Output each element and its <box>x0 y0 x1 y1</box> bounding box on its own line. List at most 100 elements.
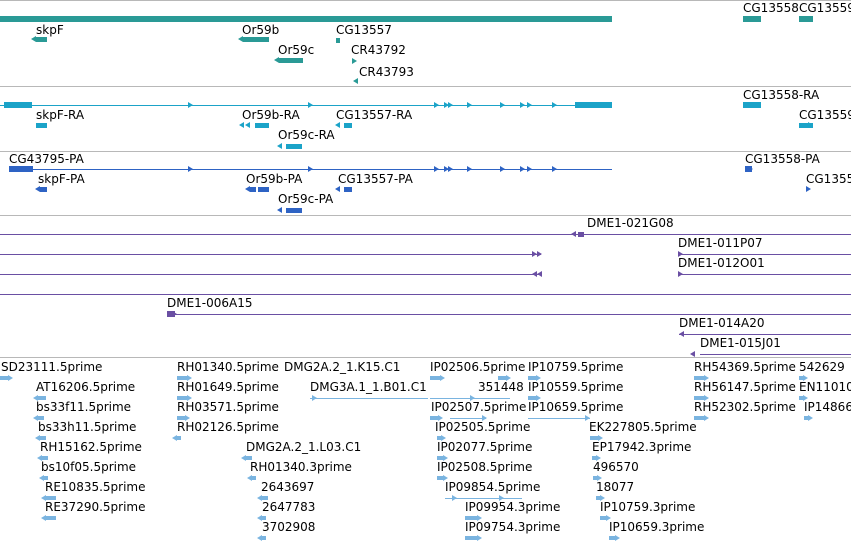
est-label[interactable]: SD23111.5prime <box>1 360 103 374</box>
exon-block[interactable] <box>743 16 761 22</box>
est-block[interactable] <box>177 396 187 400</box>
strand-arrow[interactable] <box>172 311 177 317</box>
strand-arrow[interactable] <box>482 415 487 421</box>
exon-block[interactable] <box>799 123 813 128</box>
strand-arrow[interactable] <box>690 351 695 357</box>
est-arrow[interactable] <box>37 455 42 461</box>
strand-arrow[interactable] <box>274 57 279 63</box>
transcript-label[interactable]: CG13557-RA <box>336 108 413 122</box>
est-block[interactable] <box>246 456 252 460</box>
est-label[interactable]: bs33f11.5prime <box>36 400 132 414</box>
strand-arrow[interactable] <box>245 186 250 192</box>
est-block[interactable] <box>694 376 704 380</box>
est-label[interactable]: RH01340.3prime <box>250 460 352 474</box>
est-block[interactable] <box>44 476 48 480</box>
est-block[interactable] <box>596 496 600 500</box>
gene-span[interactable] <box>0 16 612 22</box>
est-arrow[interactable] <box>615 535 620 541</box>
est-label[interactable]: DMG2A.2_1.L03.C1 <box>246 440 362 454</box>
strand-arrow[interactable] <box>527 102 532 108</box>
bac-clone-label[interactable]: DME1-021G08 <box>587 216 674 230</box>
strand-arrow[interactable] <box>499 495 504 501</box>
exon-block[interactable] <box>9 166 33 172</box>
strand-arrow[interactable] <box>748 166 753 172</box>
est-arrow[interactable] <box>443 475 448 481</box>
gene-label[interactable]: CG13559 <box>799 1 851 15</box>
est-block[interactable] <box>799 376 803 380</box>
strand-arrow[interactable] <box>678 251 683 257</box>
protein-label[interactable]: Or59b-PA <box>246 172 303 186</box>
strand-arrow[interactable] <box>678 271 683 277</box>
bac-clone-label[interactable]: DME1-015J01 <box>700 336 781 350</box>
strand-arrow[interactable] <box>552 166 557 172</box>
protein-label[interactable]: CG43795-PA <box>9 152 84 166</box>
est-block[interactable] <box>590 436 598 440</box>
est-block[interactable] <box>262 516 266 520</box>
est-block[interactable] <box>252 476 256 480</box>
strand-arrow[interactable] <box>756 102 761 108</box>
strand-arrow[interactable] <box>245 122 250 128</box>
exon-block[interactable] <box>799 16 813 22</box>
strand-arrow[interactable] <box>756 16 761 22</box>
est-label[interactable]: IP09854.5prime <box>445 480 541 494</box>
est-arrow[interactable] <box>241 455 246 461</box>
est-arrow[interactable] <box>441 435 446 441</box>
strand-arrow[interactable] <box>520 166 525 172</box>
est-block[interactable] <box>804 416 808 420</box>
est-arrow[interactable] <box>247 475 252 481</box>
est-arrow[interactable] <box>606 515 611 521</box>
strand-arrow[interactable] <box>31 36 36 42</box>
est-block[interactable] <box>593 476 597 480</box>
est-arrow[interactable] <box>600 495 605 501</box>
exon-block[interactable] <box>250 187 256 192</box>
est-label[interactable]: DMG2A.2_1.K15.C1 <box>284 360 401 374</box>
est-block[interactable] <box>465 536 477 540</box>
est-arrow[interactable] <box>536 375 541 381</box>
est-label[interactable]: RH54369.5prime <box>694 360 796 374</box>
gene-label[interactable]: CR43792 <box>351 43 406 57</box>
est-arrow[interactable] <box>808 415 813 421</box>
est-block[interactable] <box>42 456 48 460</box>
transcript-label[interactable]: Or59c-RA <box>278 128 335 142</box>
est-block[interactable] <box>528 376 536 380</box>
strand-arrow[interactable] <box>452 495 457 501</box>
strand-arrow[interactable] <box>808 122 813 128</box>
transcript-label[interactable]: CG13559 <box>799 108 851 122</box>
exon-block[interactable] <box>243 37 269 42</box>
bac-clone-label[interactable]: DME1-006A15 <box>167 296 253 310</box>
est-block[interactable] <box>177 436 181 440</box>
est-arrow[interactable] <box>803 395 808 401</box>
est-arrow[interactable] <box>41 515 46 521</box>
exon-block[interactable] <box>279 58 303 63</box>
est-arrow[interactable] <box>187 395 192 401</box>
protein-label[interactable]: CG1355 <box>806 172 851 186</box>
strand-arrow[interactable] <box>467 166 472 172</box>
est-label[interactable]: IP02077.5prime <box>437 440 533 454</box>
strand-arrow[interactable] <box>571 231 576 237</box>
est-label[interactable]: RH03571.5prime <box>177 400 279 414</box>
strand-arrow[interactable] <box>470 395 475 401</box>
est-label[interactable]: 3702908 <box>262 520 316 534</box>
est-label[interactable]: 2643697 <box>261 480 315 494</box>
strand-arrow[interactable] <box>679 331 684 337</box>
strand-arrow[interactable] <box>277 207 282 213</box>
est-arrow[interactable] <box>41 495 46 501</box>
bac-clone-label[interactable]: DME1-014A20 <box>679 316 765 330</box>
est-arrow[interactable] <box>704 375 709 381</box>
est-label[interactable]: RE37290.5prime <box>45 500 146 514</box>
est-label[interactable]: 2647783 <box>262 500 316 514</box>
est-label[interactable]: EK227805.5prime <box>589 420 697 434</box>
est-arrow[interactable] <box>598 435 603 441</box>
est-label[interactable]: RH01649.5prime <box>177 380 279 394</box>
est-label[interactable]: RH15162.5prime <box>40 440 142 454</box>
strand-arrow[interactable] <box>444 102 449 108</box>
exon-block[interactable] <box>743 102 761 108</box>
strand-arrow[interactable] <box>448 166 453 172</box>
strand-arrow[interactable] <box>308 102 313 108</box>
est-arrow[interactable] <box>536 395 541 401</box>
strand-arrow[interactable] <box>434 102 439 108</box>
est-block[interactable] <box>177 376 187 380</box>
strand-arrow[interactable] <box>352 58 357 64</box>
est-arrow[interactable] <box>187 375 192 381</box>
est-block[interactable] <box>528 396 536 400</box>
